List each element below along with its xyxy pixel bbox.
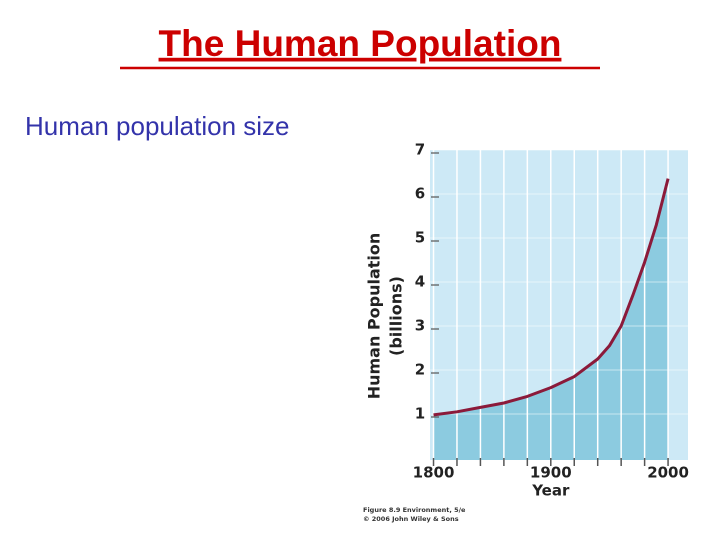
y-tick-label: 6 <box>415 185 425 203</box>
x-tick-label: 2000 <box>647 464 689 482</box>
x-tick-label: 1800 <box>413 464 455 482</box>
caption: © 2006 John Wiley & Sons <box>363 515 459 523</box>
y-tick-label: 5 <box>415 229 425 247</box>
y-tick-label: 1 <box>415 405 425 423</box>
slide-subtitle: Human population size <box>25 111 290 141</box>
y-tick-label: 3 <box>415 317 425 335</box>
y-axis-label: (billions) <box>387 276 406 356</box>
y-tick-label: 7 <box>415 141 425 159</box>
y-axis-label: Human Population <box>365 233 384 400</box>
area <box>433 178 669 460</box>
caption: Figure 8.9 Environment, 5/e <box>363 506 466 514</box>
line <box>433 178 670 417</box>
y-tick-label: 2 <box>415 361 425 379</box>
chart: 1 2 3 4 5 6 7 1800 1900 2000 Year Human Population(… <box>363 141 689 524</box>
slide-title: The Human Population <box>159 23 562 64</box>
x-axis-label: Year <box>531 482 570 500</box>
x-tick-label: 1900 <box>530 464 572 482</box>
y-tick-label: 4 <box>415 273 425 291</box>
